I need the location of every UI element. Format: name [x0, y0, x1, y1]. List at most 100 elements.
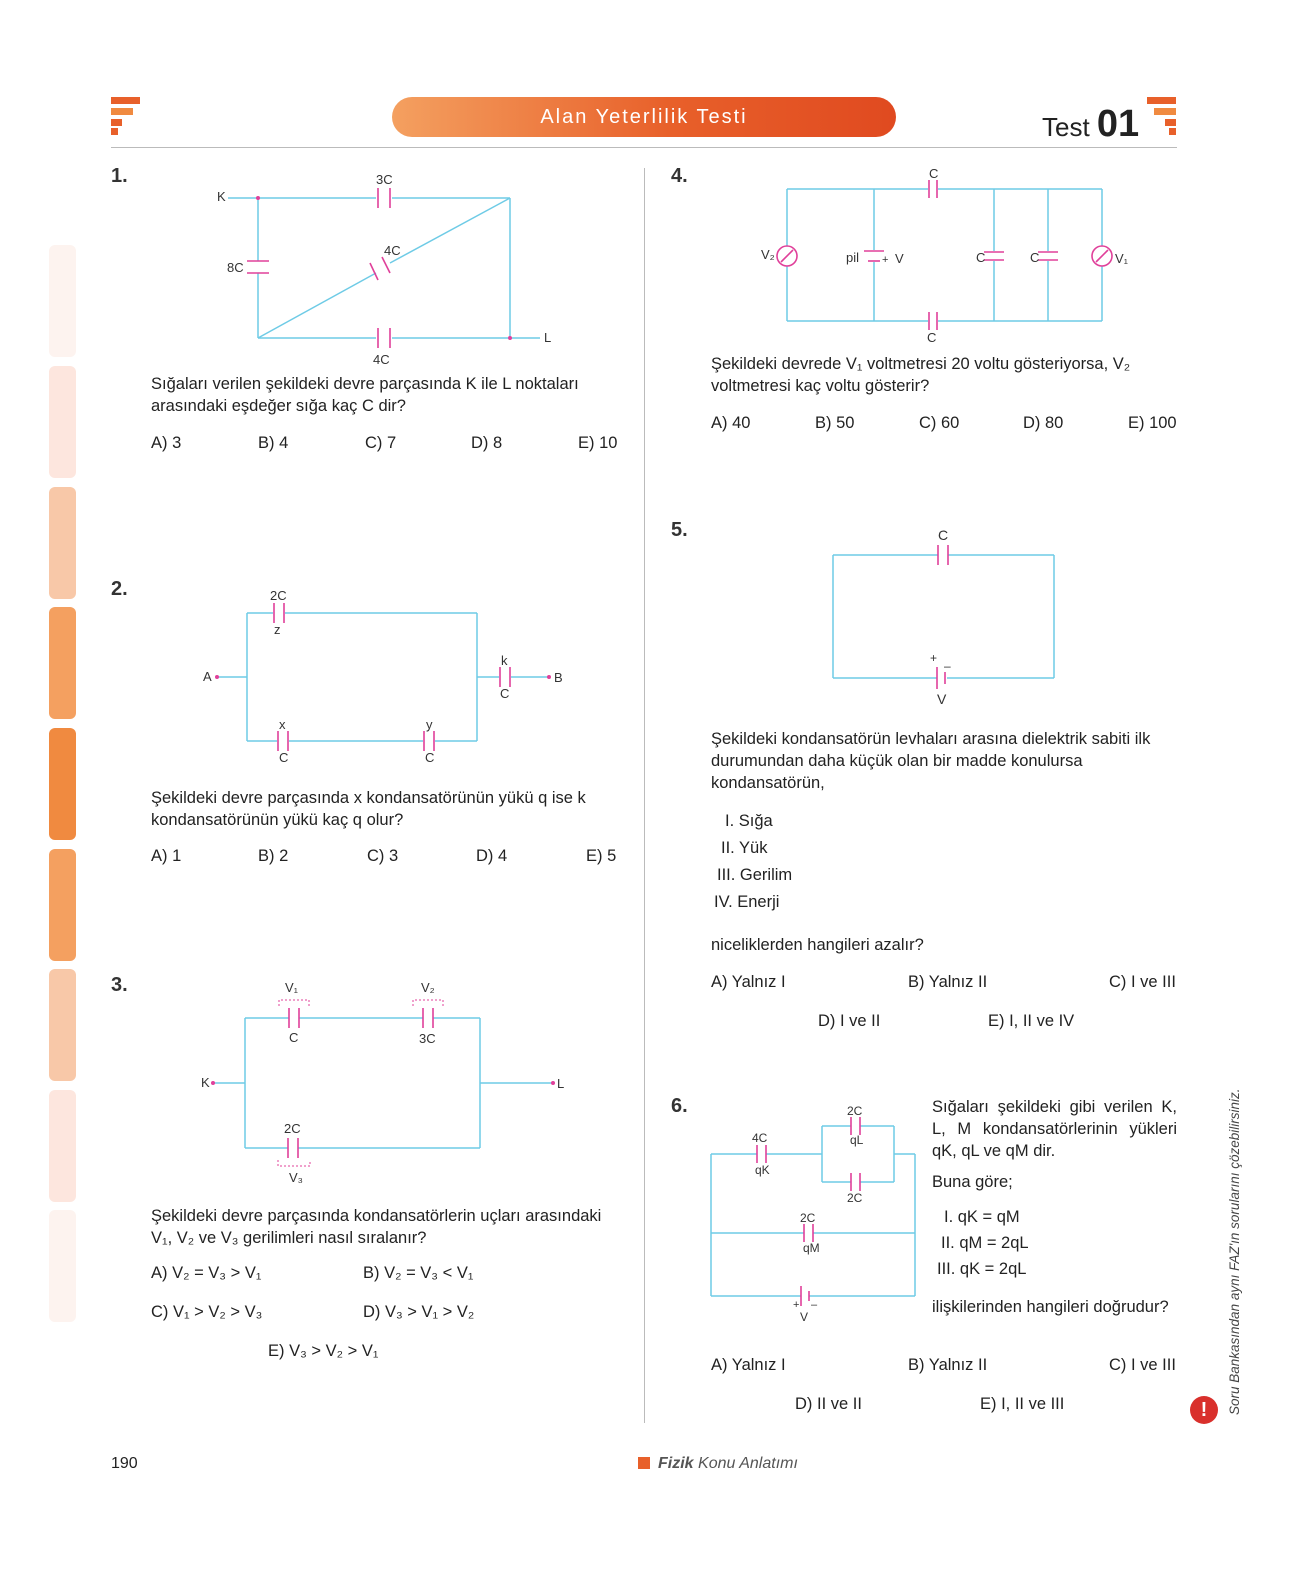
q1-text: Sığaları verilen şekildeki devre parçası…	[151, 375, 579, 415]
q6-label-2c-m: 2C	[800, 1211, 816, 1225]
q6-label-qk: qK	[755, 1163, 770, 1177]
test-label: Test 01	[1042, 103, 1139, 146]
q1-label-k: K	[217, 189, 226, 204]
q2-option-b[interactable]: B) 2	[258, 847, 289, 865]
q3-option-d[interactable]: D) V₃ > V₁ > V₂	[363, 1303, 475, 1321]
q1-label-3c: 3C	[376, 172, 393, 187]
q6-option-d[interactable]: D) II ve II	[795, 1395, 862, 1413]
q3-option-e[interactable]: E) V₃ > V₂ > V₁	[268, 1342, 379, 1360]
q6-option-a[interactable]: A) Yalnız I	[711, 1356, 786, 1374]
q4-circuit: C C V₂ pil + V C C V₁	[761, 166, 1129, 345]
q5-text: Şekildeki kondansatörün levhaları arasın…	[711, 730, 1151, 792]
q2-circuit: A B 2C z k C x C y C	[203, 588, 563, 765]
q5-option-b[interactable]: B) Yalnız II	[908, 973, 988, 991]
q4-options: A) 40 B) 50 C) 60 D) 80 E) 100	[711, 414, 1177, 436]
q6-label-ql: qL	[850, 1133, 864, 1147]
q3-option-a[interactable]: A) V₂ = V₃ > V₁	[151, 1264, 262, 1282]
q3-options: A) V₂ = V₃ > V₁ B) V₂ = V₃ < V₁ C) V₁ > …	[151, 1264, 617, 1374]
q2-option-d[interactable]: D) 4	[476, 847, 508, 865]
q5-number: 5.	[671, 519, 688, 541]
q4-number: 4.	[671, 165, 688, 187]
q3-option-b[interactable]: B) V₂ = V₃ < V₁	[363, 1264, 474, 1282]
side-tab	[49, 1090, 76, 1202]
q3-label-l: L	[557, 1076, 564, 1091]
q3-label-v1: V₁	[285, 980, 299, 995]
q5-question: niceliklerden hangileri azalır?	[711, 936, 924, 954]
q2-label-z: z	[274, 622, 281, 637]
q2-options: A) 1 B) 2 C) 3 D) 4 E) 5	[151, 847, 617, 869]
q1-option-d[interactable]: D) 8	[471, 434, 503, 452]
q2-option-e[interactable]: E) 5	[586, 847, 617, 865]
q5-item-2: II. Yük	[721, 839, 768, 857]
page-number: 190	[111, 1455, 138, 1472]
q5-label-minus: –	[944, 659, 951, 673]
q4-option-e[interactable]: E) 100	[1128, 414, 1177, 432]
q4-label-c-top: C	[929, 166, 938, 181]
side-note: Soru Bankasından aynı FAZ'ın sorularını …	[1227, 1088, 1242, 1415]
q4-option-a[interactable]: A) 40	[711, 414, 751, 432]
q2-label-a: A	[203, 669, 212, 684]
q4-option-d[interactable]: D) 80	[1023, 414, 1064, 432]
q4-battery-plus: +	[882, 254, 888, 266]
side-tab	[49, 487, 76, 599]
q5-options: A) Yalnız I B) Yalnız II C) I ve III D) …	[711, 973, 1177, 1035]
side-tab	[49, 728, 76, 840]
q4-label-v2: V₂	[761, 247, 775, 262]
q6-item-1: I. qK = qM	[944, 1208, 1020, 1226]
q3-label-c: C	[289, 1030, 298, 1045]
q6-option-c[interactable]: C) I ve III	[1109, 1356, 1176, 1374]
q5-label-plus: +	[930, 651, 937, 665]
q6-label-plus: +	[793, 1299, 799, 1311]
q3-label-v3: V₃	[289, 1170, 303, 1185]
q6-label-4c: 4C	[752, 1131, 768, 1145]
q6-label-2c-l: 2C	[847, 1104, 863, 1118]
q2-label-2c: 2C	[270, 588, 287, 603]
side-tab	[49, 607, 76, 719]
q5-item-4: IV. Enerji	[714, 893, 780, 911]
q6-label-qm: qM	[803, 1241, 820, 1255]
header-rule	[111, 147, 1177, 148]
q1-option-b[interactable]: B) 4	[258, 434, 289, 452]
test-number: 01	[1096, 103, 1140, 145]
q1-label-4c-bottom: 4C	[373, 352, 390, 367]
q4-option-b[interactable]: B) 50	[815, 414, 855, 432]
q1-option-e[interactable]: E) 10	[578, 434, 618, 452]
q1-options: A) 3 B) 4 C) 7 D) 8 E) 10	[151, 434, 617, 456]
q5-label-v: V	[937, 691, 947, 707]
q5-option-c[interactable]: C) I ve III	[1109, 973, 1176, 991]
column-divider	[644, 168, 645, 1423]
warning-icon: !	[1190, 1396, 1218, 1424]
publisher-logo	[111, 97, 140, 135]
q1-option-c[interactable]: C) 7	[365, 434, 397, 452]
q6-text: Sığaları şekildeki gibi verilen K, L, M …	[932, 1098, 1177, 1160]
q6-label-v: V	[800, 1310, 808, 1324]
q4-label-c-b: C	[1030, 250, 1039, 265]
q2-label-x-cap: C	[279, 750, 288, 765]
q2-option-a[interactable]: A) 1	[151, 847, 182, 865]
q6-question: ilişkilerinden hangileri doğrudur?	[932, 1298, 1169, 1316]
q4-label-v1: V₁	[1115, 251, 1129, 266]
q6-option-b[interactable]: B) Yalnız II	[908, 1356, 988, 1374]
q2-label-y-cap: C	[425, 750, 434, 765]
q3-option-c[interactable]: C) V₁ > V₂ > V₃	[151, 1303, 263, 1321]
q4-option-c[interactable]: C) 60	[919, 414, 960, 432]
side-tab	[49, 366, 76, 478]
q3-label-k: K	[201, 1075, 210, 1090]
q6-item-3: III. qK = 2qL	[937, 1260, 1027, 1278]
footer-subject: Fizik Konu Anlatımı	[638, 1455, 798, 1473]
q5-option-e[interactable]: E) I, II ve IV	[988, 1012, 1075, 1030]
q6-option-e[interactable]: E) I, II ve III	[980, 1395, 1065, 1413]
q5-option-d[interactable]: D) I ve II	[818, 1012, 881, 1030]
q1-option-a[interactable]: A) 3	[151, 434, 182, 452]
q5-option-a[interactable]: A) Yalnız I	[711, 973, 786, 991]
footer-square-icon	[638, 1457, 650, 1469]
q4-label-v: V	[895, 251, 904, 266]
q5-label-c: C	[938, 527, 948, 543]
q2-number: 2.	[111, 578, 128, 600]
side-tab	[49, 245, 76, 357]
q1-number: 1.	[111, 165, 128, 187]
q6-circuit: 4C qK 2C qL 2C 2C qM + – V	[710, 1104, 916, 1324]
q2-option-c[interactable]: C) 3	[367, 847, 399, 865]
q3-label-3c: 3C	[419, 1031, 436, 1046]
side-tab	[49, 849, 76, 961]
